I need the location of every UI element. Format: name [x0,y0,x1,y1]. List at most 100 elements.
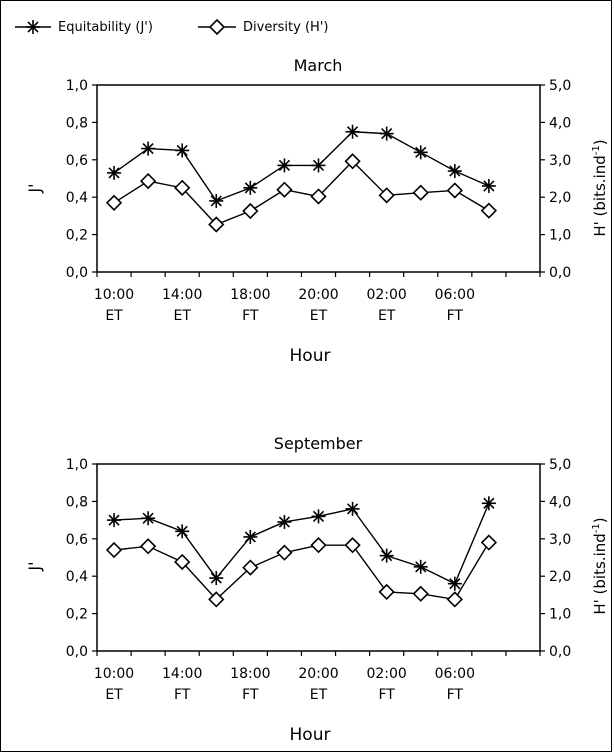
plot-frame [96,463,541,652]
data-point-diversity [242,559,259,576]
data-point-equitability [141,511,156,526]
data-point-equitability [447,164,462,179]
data-point-diversity [310,537,327,554]
data-point-equitability [311,509,326,524]
data-point-diversity [276,544,293,561]
legend-marker-asterisk [26,20,40,34]
y-tick-label: 0,6 [66,532,88,548]
data-point-equitability [107,513,122,528]
data-point-diversity [446,182,463,199]
y2-axis-label-sup: -1 [591,145,602,155]
data-point-equitability [243,180,258,195]
x-tick-label-tide: ET [105,687,123,703]
data-point-diversity [412,585,429,602]
x-tick-label-tide: FT [174,687,191,703]
data-point-equitability [345,501,360,516]
legend-item-equitability: Equitability (J') [15,20,153,35]
series-line-diversity [113,160,490,226]
data-point-equitability [379,126,394,141]
data-point-equitability [209,571,224,586]
y2-tick-label: 2,0 [549,190,571,206]
data-point-diversity [174,553,191,571]
data-point-diversity [480,202,498,219]
y2-tick-label: 4,0 [549,115,571,131]
data-point-equitability [175,143,190,158]
data-point-equitability [447,576,462,591]
data-point-diversity [139,538,157,555]
y2-axis-label-main: H' (bits.ind [591,533,609,614]
data-point-equitability [413,145,428,160]
data-point-diversity [242,202,259,220]
data-point-diversity [174,179,191,196]
data-point-diversity [310,188,327,205]
y2-tick-label: 2,0 [549,569,571,585]
y2-tick-label: 3,0 [549,532,571,548]
y2-axis-label: H' (bits.ind-1) [591,139,609,236]
chart-title: September [274,434,363,453]
y2-tick-label: 1,0 [549,607,571,623]
x-tick-label-time: 10:00 [94,287,134,303]
data-point-diversity [378,583,395,601]
y2-tick-label: 5,0 [549,457,571,473]
chart-panel-march: March Hour J' H' (bits.ind-1) 0,0 0,2 0,4 0… [25,56,609,366]
y2-tick-label: 3,0 [549,153,571,169]
y2-axis-label-sup: -1 [591,523,602,533]
y2-axis-label-close: ) [591,139,609,145]
y-tick-label: 0,2 [66,607,88,623]
data-point-equitability [379,548,394,563]
x-tick-label-tide: FT [447,308,464,324]
data-point-diversity [276,181,293,198]
series-line-equitability [114,502,490,585]
data-point-diversity [139,172,157,190]
asterisk-icon [26,20,40,34]
x-tick-label-time: 10:00 [94,666,134,682]
x-tick-label-time: 06:00 [435,287,475,303]
y-tick-label: 0,0 [66,265,88,281]
x-tick-label-time: 18:00 [230,666,270,682]
series-line-equitability [113,131,490,202]
data-point-diversity [105,194,123,211]
legend: Equitability (J') Diversity (H') [15,18,328,36]
x-tick-label-time: 18:00 [230,287,270,303]
data-point-diversity [446,591,463,608]
data-point-equitability [107,165,122,180]
y-axis-label: J' [25,561,44,571]
y-axis-label: J' [25,183,44,193]
y-tick-label: 0,2 [66,228,88,244]
data-point-equitability [311,158,326,173]
data-point-diversity [378,187,395,204]
plot-frame [96,84,541,273]
y-tick-label: 0,4 [66,569,88,585]
data-point-equitability [481,178,496,193]
legend-marker-diamond [208,18,226,36]
x-tick-label-time: 14:00 [162,287,202,303]
x-tick-label-time: 02:00 [366,287,406,303]
x-tick-label-tide: FT [242,687,259,703]
y2-tick-label: 1,0 [549,228,571,244]
legend-item-diversity: Diversity (H') [198,18,328,36]
x-tick-label-tide: FT [378,687,395,703]
x-tick-label-time: 06:00 [435,666,475,682]
series-line-diversity [113,542,490,601]
y-tick-label: 0,0 [66,644,88,660]
x-tick-label-tide: ET [378,308,396,324]
data-point-diversity [412,184,429,201]
data-point-diversity [480,534,498,551]
x-tick-label-tide: ET [173,308,191,324]
x-tick-label-tide: ET [310,308,328,324]
chart-title: March [294,56,343,75]
x-tick-label-tide: FT [242,308,259,324]
y-tick-label: 0,4 [66,190,88,206]
data-point-equitability [481,496,496,511]
y2-tick-label: 4,0 [549,494,571,510]
y2-tick-label: 0,0 [549,265,571,281]
y2-axis-label-close: ) [591,517,609,523]
data-point-equitability [413,559,428,574]
y2-tick-label: 0,0 [549,644,571,660]
legend-label-equitability: Equitability (J') [58,20,153,35]
x-tick-label-time: 14:00 [162,666,202,682]
y-tick-label: 1,0 [66,78,88,94]
chart-panel-september: September Hour J' H' (bits.ind-1) 0,0 0,2… [25,434,609,745]
